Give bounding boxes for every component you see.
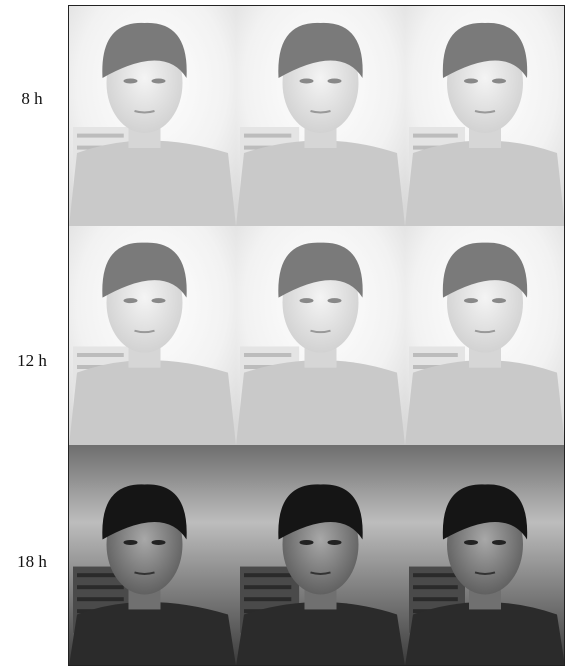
eye	[124, 298, 138, 303]
eye	[492, 540, 506, 545]
window-row	[244, 573, 291, 577]
eye	[124, 79, 138, 84]
photo	[236, 6, 405, 226]
window-row	[413, 597, 458, 601]
window-row	[413, 573, 458, 577]
row-label: 18 h	[17, 552, 47, 571]
eye	[300, 540, 314, 545]
eye	[152, 298, 166, 303]
window-row	[77, 597, 124, 601]
window-row	[413, 134, 458, 138]
eye	[492, 79, 506, 84]
figure: 8 h 12 h 18 h	[0, 0, 565, 666]
eye	[328, 79, 342, 84]
photo	[236, 226, 405, 445]
photo	[69, 226, 236, 445]
window-row	[413, 353, 458, 357]
window-row	[77, 134, 124, 138]
eye	[492, 298, 506, 303]
page: 8 h 12 h 18 h (() => { const data = JSON…	[0, 0, 565, 666]
window-row	[413, 585, 458, 589]
window-row	[77, 353, 124, 357]
eye	[300, 79, 314, 84]
shoulders	[69, 141, 236, 227]
photo	[69, 6, 236, 226]
photo-grid	[69, 6, 565, 666]
window-row	[244, 134, 291, 138]
photo	[236, 445, 405, 666]
eye	[464, 540, 478, 545]
shoulders	[236, 602, 405, 666]
eye	[464, 79, 478, 84]
photo	[405, 6, 565, 226]
window-row	[244, 353, 291, 357]
photo	[405, 445, 565, 666]
eye	[300, 298, 314, 303]
shoulders	[69, 360, 236, 445]
shoulders	[405, 141, 565, 227]
window-row	[244, 585, 291, 589]
eye	[152, 79, 166, 84]
photo	[405, 226, 565, 445]
eye	[328, 298, 342, 303]
window-row	[244, 597, 291, 601]
row-label: 8 h	[21, 89, 43, 108]
shoulders	[405, 602, 565, 666]
eye	[152, 540, 166, 545]
row-label: 12 h	[17, 351, 47, 370]
shoulders	[236, 360, 405, 445]
eye	[328, 540, 342, 545]
shoulders	[236, 141, 405, 227]
photo	[69, 445, 236, 666]
shoulders	[405, 360, 565, 445]
eye	[464, 298, 478, 303]
shoulders	[69, 602, 236, 666]
eye	[124, 540, 138, 545]
window-row	[77, 585, 124, 589]
